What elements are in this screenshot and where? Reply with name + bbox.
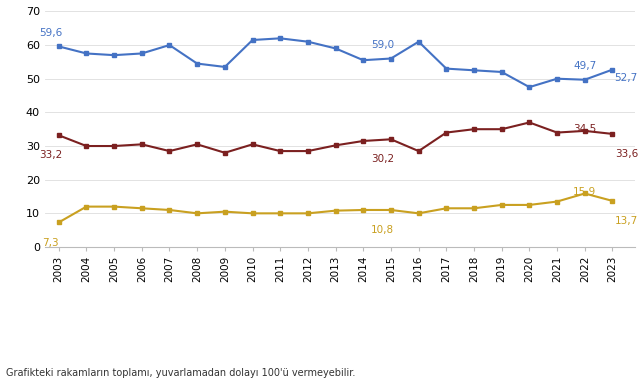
Mutlu xyxy=(55,44,63,49)
Ne mutlu ne mutsuz xyxy=(608,131,616,136)
Mutlu xyxy=(276,36,284,41)
Text: 13,7: 13,7 xyxy=(615,216,638,226)
Ne mutlu ne mutsuz xyxy=(276,149,284,154)
Mutlu xyxy=(360,58,367,62)
Ne mutlu ne mutsuz xyxy=(221,150,229,155)
Line: Mutlu: Mutlu xyxy=(56,36,615,90)
Mutlu xyxy=(553,76,561,81)
Mutlu xyxy=(470,68,478,73)
Mutsuz xyxy=(526,203,533,207)
Mutsuz xyxy=(55,220,63,225)
Ne mutlu ne mutsuz xyxy=(110,144,118,148)
Text: 59,0: 59,0 xyxy=(371,40,394,50)
Ne mutlu ne mutsuz xyxy=(553,130,561,135)
Ne mutlu ne mutsuz xyxy=(360,139,367,143)
Mutsuz xyxy=(165,208,173,212)
Mutsuz xyxy=(553,199,561,204)
Text: Grafikteki rakamların toplamı, yuvarlamadan dolayı 100'ü vermeyebilir.: Grafikteki rakamların toplamı, yuvarlama… xyxy=(6,368,356,378)
Ne mutlu ne mutsuz xyxy=(55,133,63,138)
Text: 15,9: 15,9 xyxy=(573,187,596,197)
Ne mutlu ne mutsuz xyxy=(442,130,450,135)
Mutsuz xyxy=(608,199,616,203)
Mutlu xyxy=(194,61,201,66)
Legend: Mutlu, Ne mutlu ne mutsuz, Mutsuz: Mutlu, Ne mutlu ne mutsuz, Mutsuz xyxy=(181,375,498,380)
Mutsuz xyxy=(360,208,367,212)
Mutlu xyxy=(442,66,450,71)
Mutsuz xyxy=(442,206,450,211)
Mutlu xyxy=(608,67,616,72)
Ne mutlu ne mutsuz xyxy=(138,142,146,147)
Text: 49,7: 49,7 xyxy=(573,61,596,71)
Mutsuz xyxy=(138,206,146,211)
Mutsuz xyxy=(387,208,395,212)
Text: 33,2: 33,2 xyxy=(39,150,62,160)
Text: 10,8: 10,8 xyxy=(371,225,394,235)
Mutsuz xyxy=(221,209,229,214)
Mutlu xyxy=(83,51,90,56)
Ne mutlu ne mutsuz xyxy=(498,127,506,131)
Mutlu xyxy=(581,78,588,82)
Mutlu xyxy=(304,40,312,44)
Mutsuz xyxy=(276,211,284,215)
Line: Ne mutlu ne mutsuz: Ne mutlu ne mutsuz xyxy=(56,120,615,155)
Mutlu xyxy=(221,65,229,69)
Mutsuz xyxy=(194,211,201,215)
Ne mutlu ne mutsuz xyxy=(249,142,256,147)
Mutlu xyxy=(415,40,422,44)
Mutsuz xyxy=(83,204,90,209)
Text: 30,2: 30,2 xyxy=(371,154,394,165)
Mutlu xyxy=(526,85,533,89)
Mutlu xyxy=(332,46,340,51)
Ne mutlu ne mutsuz xyxy=(332,143,340,148)
Line: Mutsuz: Mutsuz xyxy=(56,191,615,225)
Mutsuz xyxy=(581,191,588,196)
Mutsuz xyxy=(304,211,312,215)
Text: 34,5: 34,5 xyxy=(573,124,596,134)
Mutsuz xyxy=(470,206,478,211)
Ne mutlu ne mutsuz xyxy=(304,149,312,154)
Mutsuz xyxy=(110,204,118,209)
Mutlu xyxy=(165,43,173,48)
Mutlu xyxy=(138,51,146,56)
Ne mutlu ne mutsuz xyxy=(415,149,422,154)
Mutsuz xyxy=(249,211,256,215)
Ne mutlu ne mutsuz xyxy=(526,120,533,125)
Text: 7,3: 7,3 xyxy=(42,238,59,248)
Mutlu xyxy=(498,70,506,74)
Ne mutlu ne mutsuz xyxy=(194,142,201,147)
Text: 59,6: 59,6 xyxy=(39,28,62,38)
Mutsuz xyxy=(332,208,340,213)
Mutlu xyxy=(110,53,118,57)
Ne mutlu ne mutsuz xyxy=(165,149,173,154)
Ne mutlu ne mutsuz xyxy=(387,137,395,142)
Ne mutlu ne mutsuz xyxy=(83,144,90,148)
Mutlu xyxy=(387,56,395,61)
Ne mutlu ne mutsuz xyxy=(581,128,588,133)
Mutsuz xyxy=(415,211,422,215)
Text: 52,7: 52,7 xyxy=(615,73,638,83)
Mutsuz xyxy=(498,203,506,207)
Mutlu xyxy=(249,38,256,42)
Text: 33,6: 33,6 xyxy=(615,149,638,159)
Ne mutlu ne mutsuz xyxy=(470,127,478,131)
